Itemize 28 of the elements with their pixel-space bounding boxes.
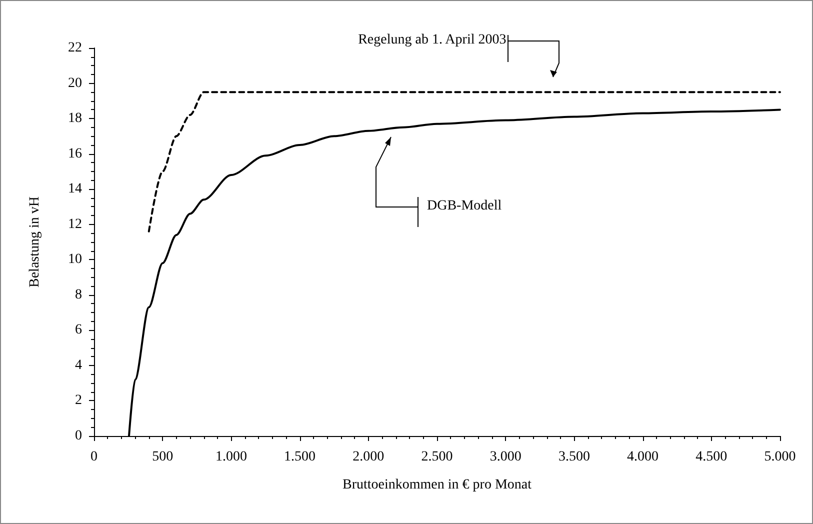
line-series: [148, 91, 781, 232]
y-axis-title: Belastung in vH: [28, 196, 42, 288]
y-tick-label: 18: [68, 111, 82, 126]
y-tick-label: 20: [68, 76, 82, 91]
x-tick-label: 3.000: [490, 450, 522, 464]
y-tick-label: 16: [68, 146, 82, 162]
y-tick-label: 4: [75, 358, 82, 373]
y-tick-label: 8: [75, 287, 82, 302]
x-tick-label: 4.000: [627, 450, 659, 464]
y-tick-label: 14: [68, 182, 82, 197]
y-tick-label: 10: [68, 252, 82, 268]
x-tick-label: 2.500: [421, 450, 453, 464]
x-tick-label: 500: [152, 450, 174, 464]
y-tick-label: 12: [68, 216, 82, 232]
x-tick-label: 1.000: [215, 450, 247, 464]
x-axis-title: Bruttoeinkommen in € pro Monat: [342, 478, 532, 492]
annotation: DGB-Modell: [427, 198, 502, 214]
x-tick-label: 3.500: [558, 450, 590, 464]
y-tick-label: 2: [75, 393, 82, 408]
y-tick-label: 6: [75, 322, 82, 338]
x-tick-label: 2.000: [352, 450, 384, 464]
y-tick-label: 0: [75, 428, 82, 444]
x-tick-label: 5.000: [764, 450, 796, 464]
x-tick-label: 1.500: [284, 450, 316, 464]
text: Regelung ab 1. April 2003: [358, 32, 506, 48]
x-tick-label: 4.500: [696, 450, 728, 464]
y-tick-label: 22: [68, 40, 82, 56]
x-tick-label: 0: [90, 450, 98, 464]
